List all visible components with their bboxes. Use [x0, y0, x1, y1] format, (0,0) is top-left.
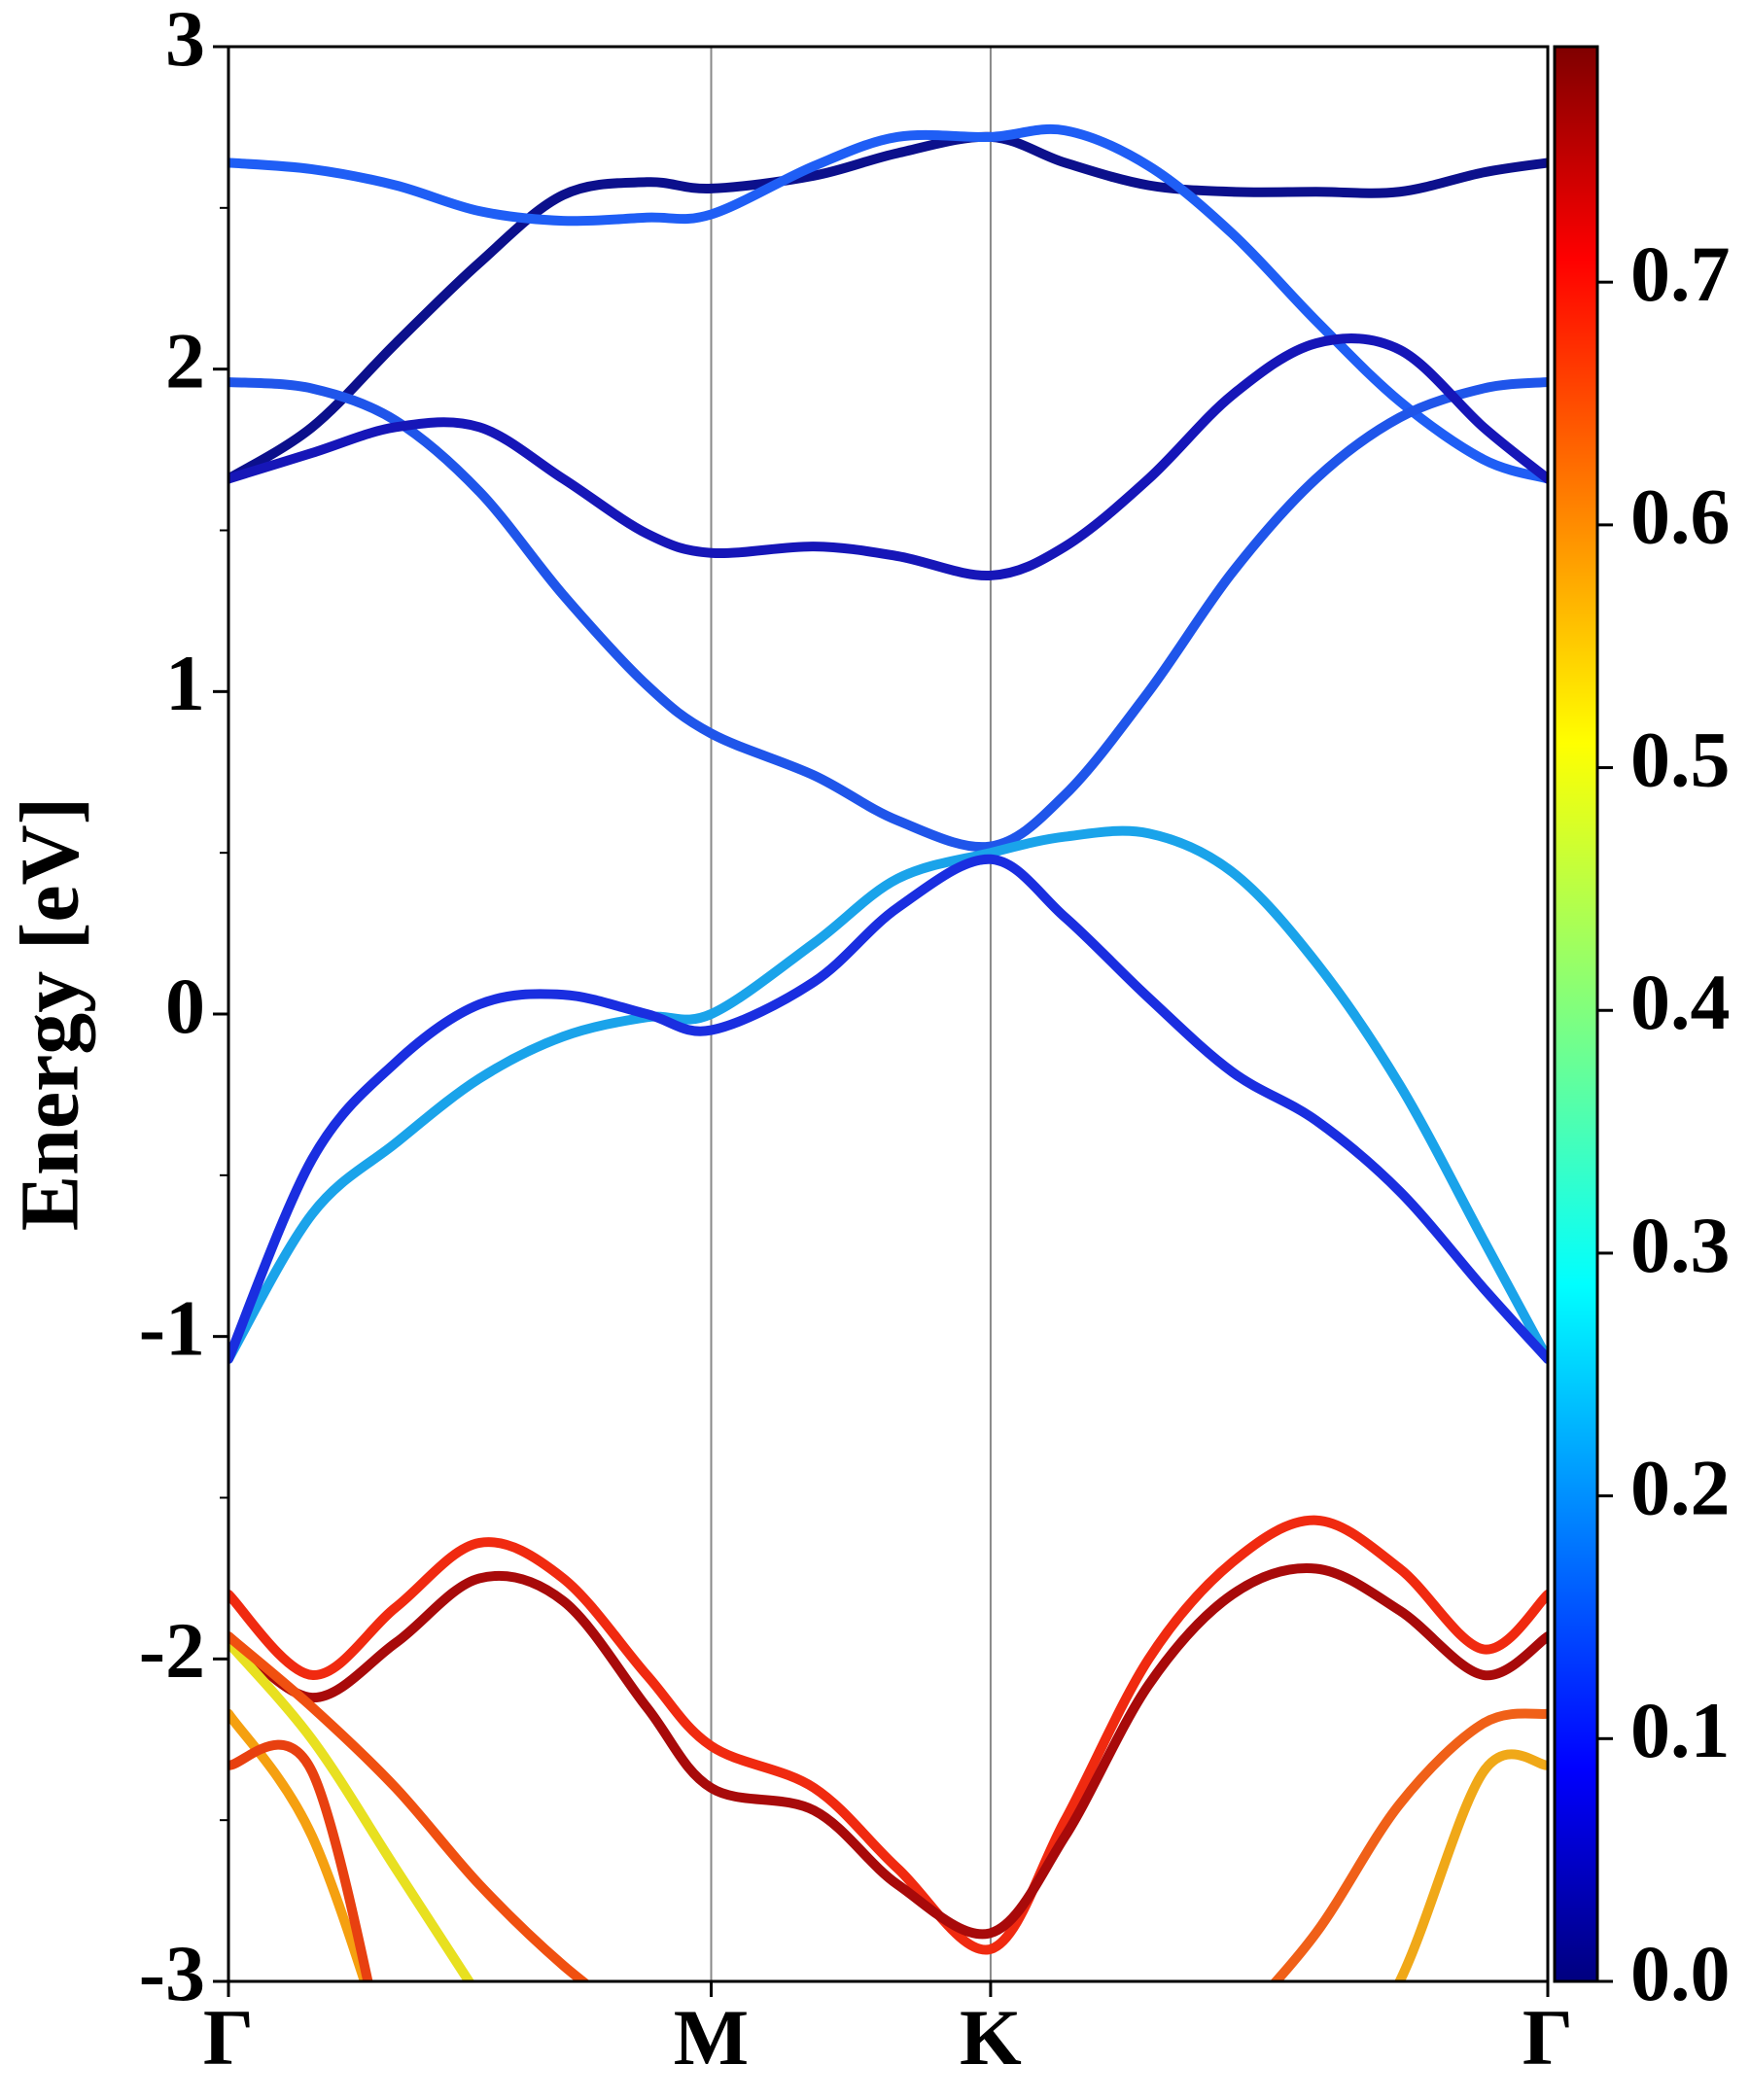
- colorbar: [1553, 45, 1599, 1983]
- colorbar-tick-label: 0.2: [1630, 1443, 1731, 1531]
- colorbar-tick-label: 0.0: [1630, 1929, 1731, 2017]
- band-line: [1269, 1708, 1548, 1981]
- y-tick-label: 0: [165, 962, 205, 1050]
- band-line: [228, 123, 1548, 484]
- band-line: [228, 1739, 373, 1981]
- colorbar-tick-label: 0.4: [1630, 958, 1731, 1046]
- band-line: [228, 1708, 370, 1981]
- band-line: [228, 825, 1548, 1364]
- colorbar-tick-label: 0.6: [1630, 472, 1731, 561]
- band-line: [228, 376, 1548, 853]
- band-line: [1394, 1749, 1548, 1981]
- x-tick-label: Γ: [203, 1993, 254, 2082]
- band-line: [228, 131, 1548, 484]
- x-tick-label: Γ: [1522, 1993, 1573, 2082]
- y-axis-label: Energy [eV]: [3, 797, 96, 1232]
- y-tick-label: -3: [139, 1929, 205, 2017]
- colorbar-tick-label: 0.7: [1630, 229, 1731, 318]
- y-tick-label: -1: [139, 1283, 205, 1372]
- colorbar-tick-label: 0.5: [1630, 715, 1731, 803]
- band-line: [228, 1563, 1548, 1940]
- band-line: [228, 1631, 591, 1981]
- colorbar-tick-label: 0.1: [1630, 1686, 1731, 1774]
- y-tick-label: -2: [139, 1606, 205, 1695]
- x-tick-label: M: [674, 1993, 749, 2082]
- x-tick-label: K: [960, 1993, 1022, 2082]
- colorbar-tick-label: 0.3: [1630, 1201, 1731, 1289]
- band-line: [228, 854, 1548, 1364]
- y-tick-label: 1: [165, 639, 205, 727]
- band-line: [228, 1637, 475, 1981]
- y-tick-label: 3: [165, 0, 205, 83]
- band-line: [228, 1515, 1548, 1955]
- y-tick-label: 2: [165, 316, 205, 404]
- band-line: [228, 332, 1548, 580]
